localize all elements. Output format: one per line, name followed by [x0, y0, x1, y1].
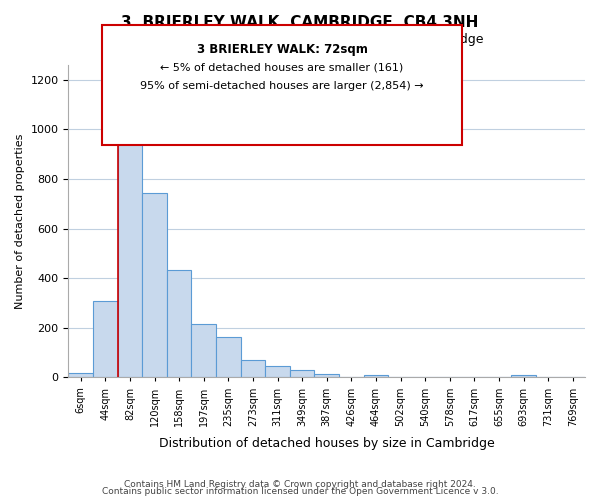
Bar: [265, 366, 290, 378]
Bar: [290, 370, 314, 378]
Bar: [314, 374, 339, 378]
Bar: [191, 324, 216, 378]
Bar: [93, 300, 118, 378]
Text: 3, BRIERLEY WALK, CAMBRIDGE, CB4 3NH: 3, BRIERLEY WALK, CAMBRIDGE, CB4 3NH: [121, 15, 479, 30]
Text: 3 BRIERLEY WALK: 72sqm: 3 BRIERLEY WALK: 72sqm: [197, 42, 367, 56]
Text: Contains HM Land Registry data © Crown copyright and database right 2024.: Contains HM Land Registry data © Crown c…: [124, 480, 476, 489]
Text: Size of property relative to detached houses in Cambridge: Size of property relative to detached ho…: [117, 32, 483, 46]
X-axis label: Distribution of detached houses by size in Cambridge: Distribution of detached houses by size …: [159, 437, 494, 450]
Bar: [511, 375, 536, 378]
Bar: [68, 372, 93, 378]
Text: Contains public sector information licensed under the Open Government Licence v : Contains public sector information licen…: [101, 488, 499, 496]
Bar: [142, 192, 167, 378]
Bar: [167, 270, 191, 378]
Bar: [118, 140, 142, 378]
Text: ← 5% of detached houses are smaller (161): ← 5% of detached houses are smaller (161…: [160, 62, 404, 72]
Bar: [364, 374, 388, 378]
Bar: [216, 337, 241, 378]
Text: 95% of semi-detached houses are larger (2,854) →: 95% of semi-detached houses are larger (…: [140, 81, 424, 91]
Y-axis label: Number of detached properties: Number of detached properties: [15, 134, 25, 309]
Bar: [241, 360, 265, 378]
